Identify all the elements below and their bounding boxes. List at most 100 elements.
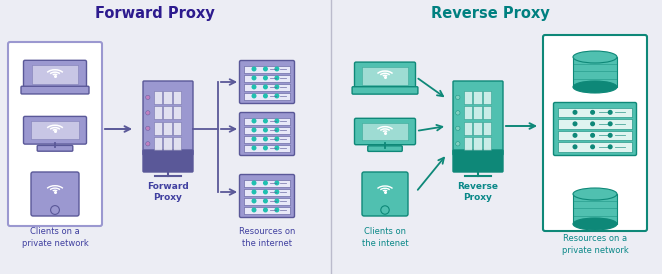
- Text: Forward
Proxy: Forward Proxy: [147, 182, 189, 202]
- FancyBboxPatch shape: [240, 113, 295, 156]
- Circle shape: [263, 128, 267, 132]
- Circle shape: [252, 94, 256, 98]
- FancyBboxPatch shape: [240, 175, 295, 218]
- FancyBboxPatch shape: [164, 137, 171, 150]
- Circle shape: [146, 142, 150, 146]
- FancyBboxPatch shape: [164, 122, 171, 135]
- Circle shape: [455, 95, 460, 99]
- FancyBboxPatch shape: [362, 172, 408, 216]
- Text: Clients on a
private network: Clients on a private network: [22, 227, 88, 248]
- Circle shape: [573, 110, 577, 114]
- Circle shape: [252, 76, 256, 80]
- FancyBboxPatch shape: [21, 86, 89, 94]
- FancyBboxPatch shape: [463, 91, 472, 104]
- FancyBboxPatch shape: [164, 106, 171, 119]
- FancyBboxPatch shape: [558, 130, 632, 140]
- Circle shape: [252, 199, 256, 203]
- Text: Forward Proxy: Forward Proxy: [95, 6, 215, 21]
- FancyBboxPatch shape: [37, 145, 73, 151]
- Circle shape: [252, 67, 256, 71]
- FancyBboxPatch shape: [368, 146, 402, 152]
- FancyBboxPatch shape: [32, 65, 78, 84]
- FancyBboxPatch shape: [23, 116, 87, 144]
- Circle shape: [263, 67, 267, 71]
- FancyBboxPatch shape: [31, 121, 79, 139]
- FancyBboxPatch shape: [573, 57, 617, 87]
- FancyBboxPatch shape: [354, 118, 416, 145]
- Circle shape: [252, 128, 256, 132]
- FancyBboxPatch shape: [244, 136, 290, 142]
- FancyBboxPatch shape: [31, 172, 79, 216]
- Circle shape: [252, 137, 256, 141]
- FancyBboxPatch shape: [244, 84, 290, 90]
- FancyBboxPatch shape: [543, 35, 647, 231]
- FancyBboxPatch shape: [362, 67, 408, 85]
- Circle shape: [252, 119, 256, 123]
- FancyBboxPatch shape: [354, 62, 416, 90]
- Circle shape: [252, 85, 256, 89]
- FancyBboxPatch shape: [154, 106, 162, 119]
- FancyBboxPatch shape: [244, 75, 290, 81]
- FancyBboxPatch shape: [244, 207, 290, 213]
- Ellipse shape: [573, 218, 617, 230]
- Circle shape: [146, 95, 150, 99]
- FancyBboxPatch shape: [173, 137, 181, 150]
- FancyBboxPatch shape: [558, 107, 632, 117]
- Circle shape: [263, 199, 267, 203]
- Circle shape: [275, 199, 279, 203]
- FancyBboxPatch shape: [463, 137, 472, 150]
- Circle shape: [591, 110, 594, 114]
- FancyBboxPatch shape: [244, 144, 290, 152]
- FancyBboxPatch shape: [352, 87, 418, 94]
- FancyBboxPatch shape: [483, 137, 491, 150]
- FancyBboxPatch shape: [553, 102, 636, 156]
- FancyBboxPatch shape: [453, 150, 503, 172]
- Circle shape: [252, 190, 256, 194]
- FancyBboxPatch shape: [173, 106, 181, 119]
- FancyBboxPatch shape: [244, 118, 290, 124]
- FancyBboxPatch shape: [483, 91, 491, 104]
- FancyBboxPatch shape: [453, 81, 503, 155]
- Circle shape: [275, 119, 279, 123]
- FancyBboxPatch shape: [8, 42, 102, 226]
- FancyBboxPatch shape: [473, 106, 482, 119]
- FancyBboxPatch shape: [154, 91, 162, 104]
- FancyBboxPatch shape: [244, 198, 290, 204]
- FancyBboxPatch shape: [483, 106, 491, 119]
- Circle shape: [275, 181, 279, 185]
- Circle shape: [263, 119, 267, 123]
- Circle shape: [275, 67, 279, 71]
- FancyBboxPatch shape: [173, 122, 181, 135]
- FancyBboxPatch shape: [244, 179, 290, 187]
- FancyBboxPatch shape: [23, 60, 87, 89]
- FancyBboxPatch shape: [473, 137, 482, 150]
- FancyBboxPatch shape: [164, 91, 171, 104]
- Circle shape: [263, 76, 267, 80]
- FancyBboxPatch shape: [244, 127, 290, 133]
- FancyBboxPatch shape: [473, 91, 482, 104]
- Circle shape: [455, 126, 460, 130]
- FancyBboxPatch shape: [558, 142, 632, 152]
- FancyBboxPatch shape: [154, 122, 162, 135]
- Circle shape: [608, 110, 612, 114]
- Text: Resources on
the internet: Resources on the internet: [239, 227, 295, 248]
- Circle shape: [263, 85, 267, 89]
- FancyBboxPatch shape: [463, 122, 472, 135]
- Circle shape: [263, 94, 267, 98]
- Circle shape: [608, 133, 612, 137]
- Circle shape: [275, 94, 279, 98]
- Circle shape: [275, 137, 279, 141]
- Circle shape: [263, 146, 267, 150]
- Circle shape: [573, 145, 577, 149]
- Circle shape: [591, 145, 594, 149]
- FancyBboxPatch shape: [240, 61, 295, 104]
- Circle shape: [146, 111, 150, 115]
- FancyBboxPatch shape: [173, 91, 181, 104]
- Circle shape: [573, 122, 577, 125]
- Circle shape: [275, 128, 279, 132]
- Circle shape: [146, 126, 150, 130]
- Circle shape: [252, 146, 256, 150]
- Circle shape: [263, 137, 267, 141]
- Circle shape: [263, 190, 267, 194]
- Circle shape: [275, 146, 279, 150]
